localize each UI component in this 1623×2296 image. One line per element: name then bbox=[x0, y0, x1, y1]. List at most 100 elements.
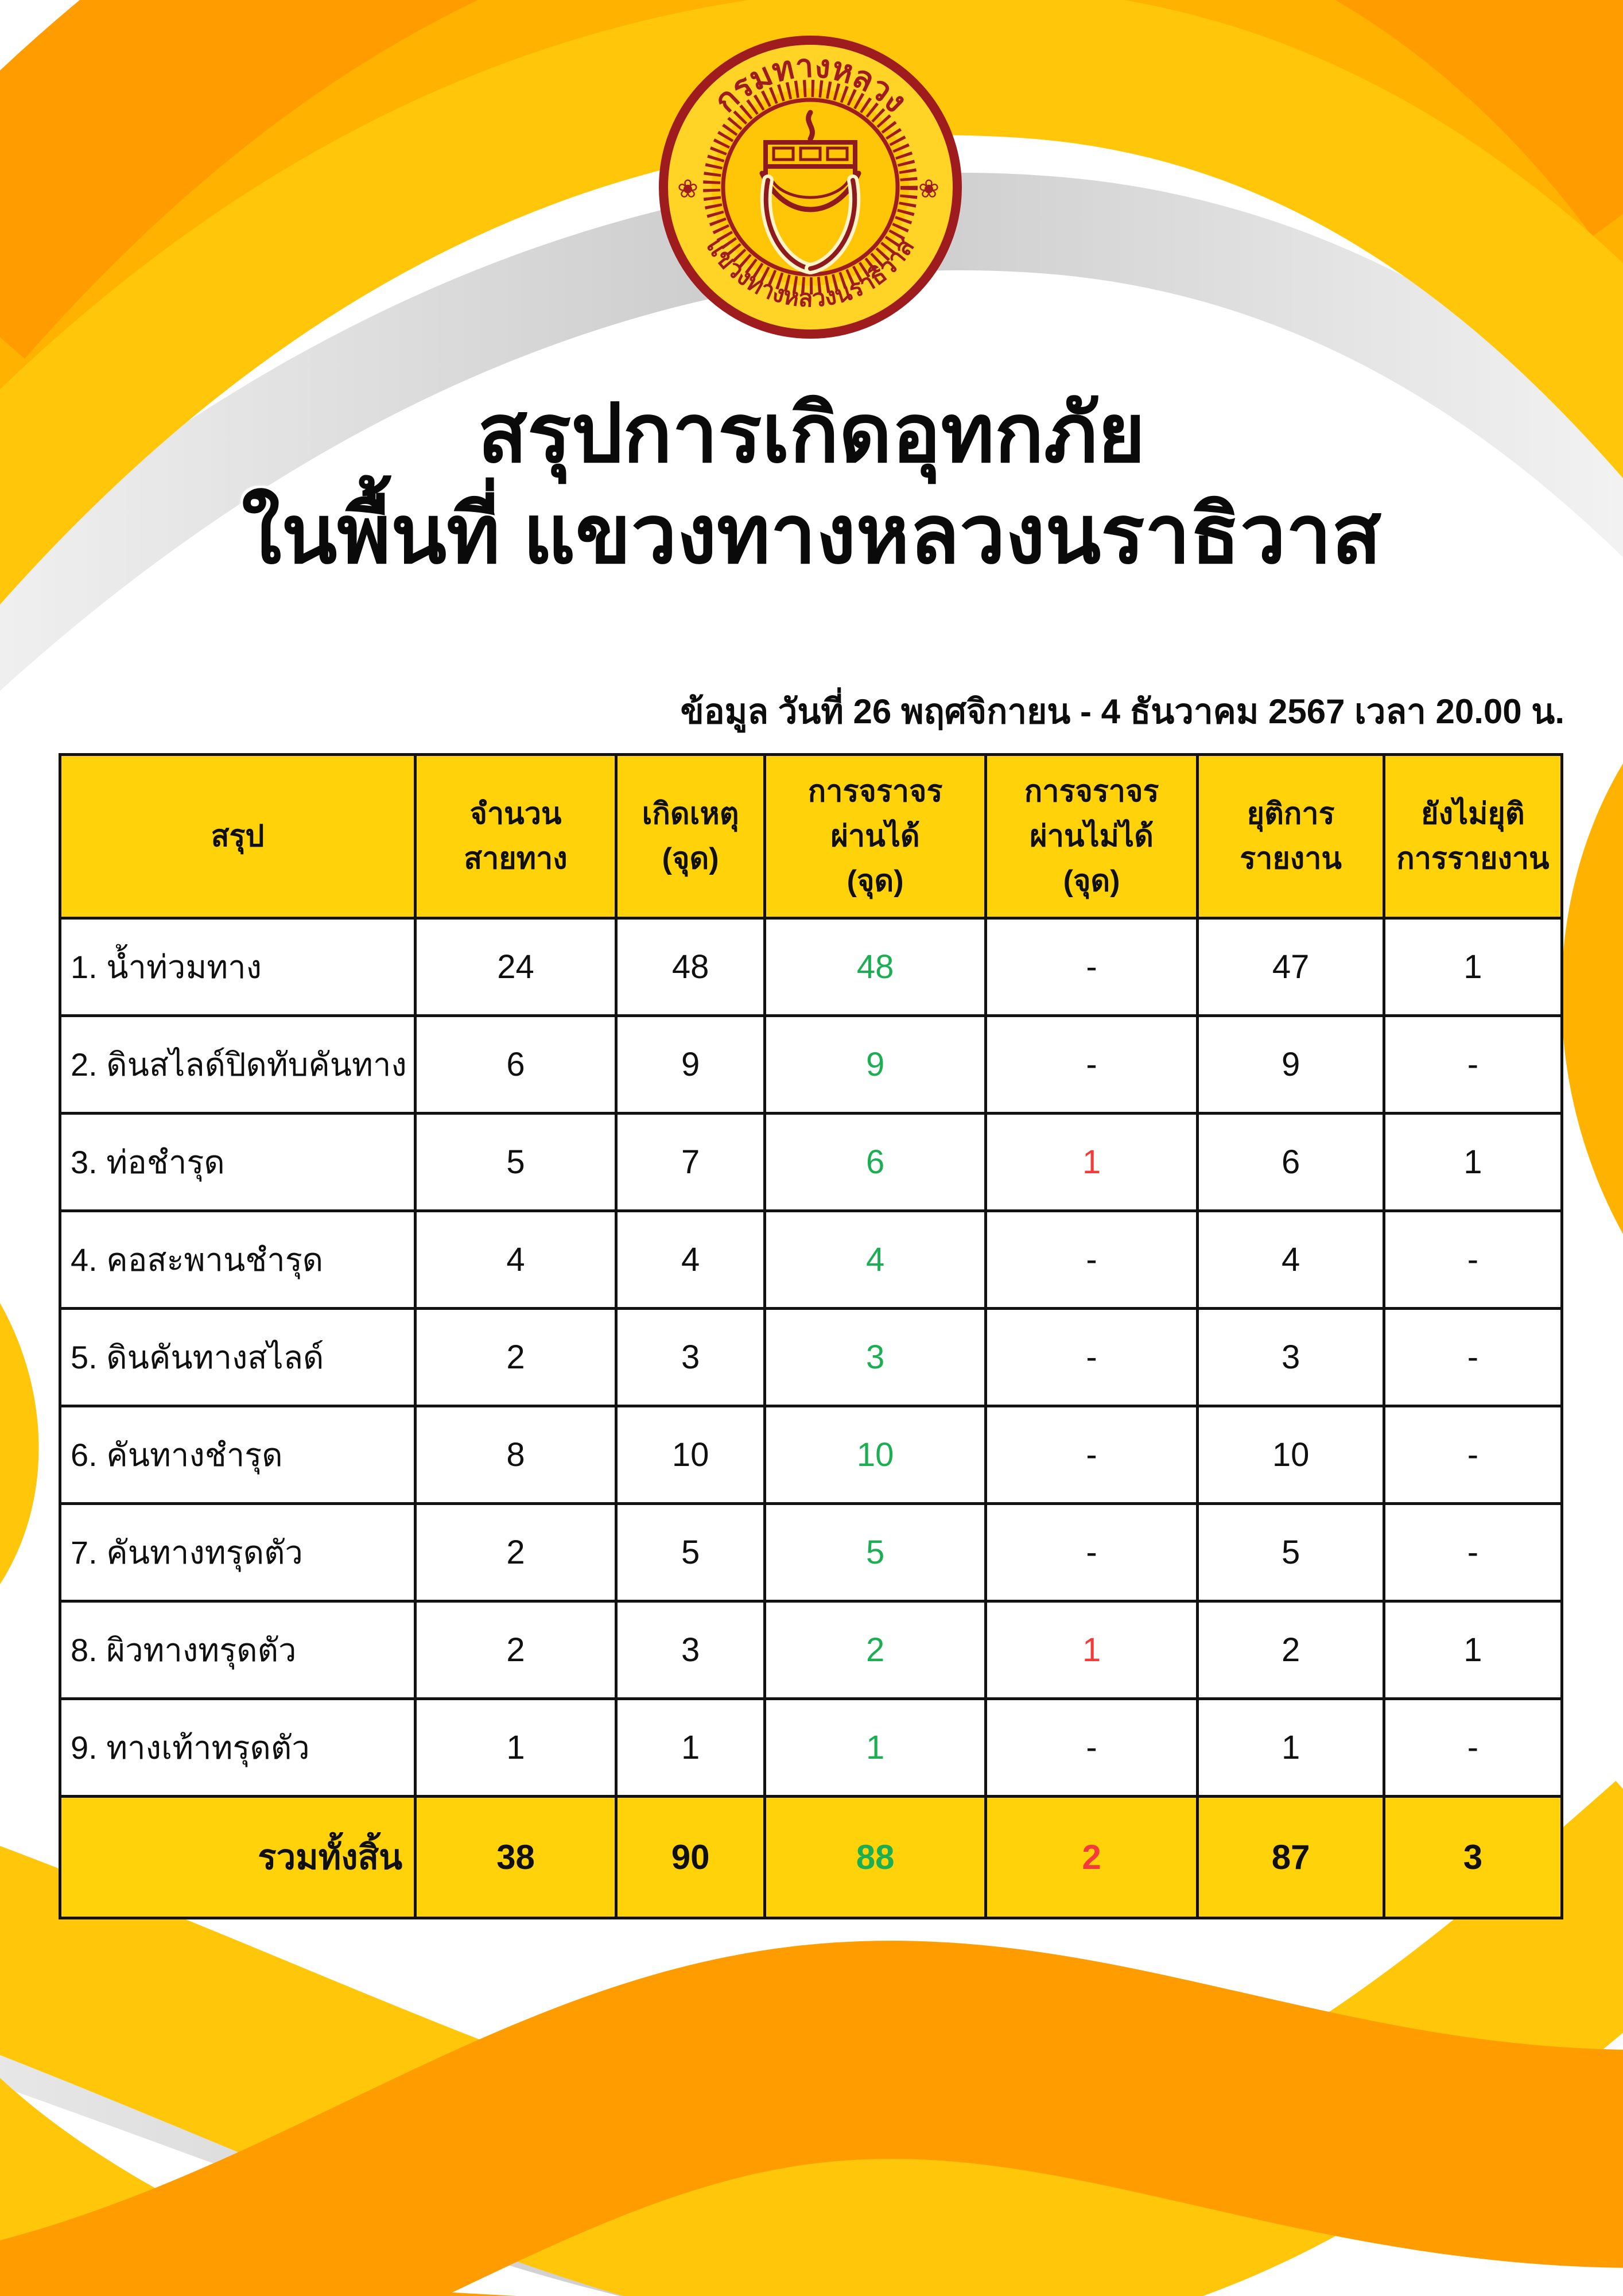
table-cell: 3 bbox=[1196, 1307, 1385, 1407]
column-header-line: (จุด) bbox=[1063, 864, 1120, 898]
table-cell: 5 bbox=[1196, 1502, 1385, 1603]
column-header-line: จำนวน bbox=[469, 797, 562, 831]
row-label: 1. น้ำท่วมทาง bbox=[58, 917, 417, 1017]
table-cell: 24 bbox=[414, 917, 618, 1017]
column-header-line: สรุป bbox=[211, 820, 265, 853]
column-header-3: การจราจร ผ่านได้ (จุด) bbox=[763, 753, 987, 920]
table-body: 1. น้ำท่วมทาง 24 48 48-47 1 2. ดินสไลด์ปิดทับ… bbox=[58, 917, 1564, 1919]
bottom-orange-sliver bbox=[0, 2267, 517, 2296]
table-cell: 6 bbox=[763, 1112, 987, 1212]
column-header-line: ผ่านไม่ได้ bbox=[1030, 820, 1154, 853]
table-cell: - bbox=[1382, 1209, 1564, 1310]
table-row: 1. น้ำท่วมทาง 24 48 48-47 1 bbox=[58, 917, 1564, 1017]
table-cell: 90 bbox=[614, 1795, 767, 1919]
table-row: 6. คันทางชำรุด 8 10 10-10- bbox=[58, 1405, 1564, 1505]
table-cell: 88 bbox=[763, 1795, 987, 1919]
table-cell: 1 bbox=[1382, 1112, 1564, 1212]
table-cell: 1 bbox=[984, 1600, 1199, 1700]
column-header-line: เกิดเหตุ bbox=[642, 797, 739, 831]
column-header-0: สรุป bbox=[58, 753, 417, 920]
column-header-line: การจราจร bbox=[807, 775, 943, 808]
row-label: 7. คันทางทรุดตัว bbox=[58, 1502, 417, 1603]
seal-center-emblem bbox=[759, 110, 861, 274]
table-cell: - bbox=[1382, 1405, 1564, 1505]
table-cell: 1 bbox=[1196, 1697, 1385, 1798]
table-cell: - bbox=[984, 917, 1199, 1017]
page-title-line2: ในพื้นที่ แขวงทางหลวงนราธิวาส bbox=[241, 489, 1382, 581]
row-label: 4. คอสะพานชำรุด bbox=[58, 1209, 417, 1310]
table-row: 8. ผิวทางทรุดตัว 2 3 2 1 2 1 bbox=[58, 1600, 1564, 1700]
table-cell: 48 bbox=[763, 917, 987, 1017]
table-row: 9. ทางเท้าทรุดตัว 1 1 1-1- bbox=[58, 1697, 1564, 1798]
column-header-line: สายทาง bbox=[464, 842, 568, 875]
seal-flower-left: ❀ bbox=[677, 175, 698, 203]
table-cell: 48 bbox=[614, 917, 767, 1017]
row-label: 8. ผิวทางทรุดตัว bbox=[58, 1600, 417, 1700]
table-cell: 2 bbox=[414, 1502, 618, 1603]
table-cell: 10 bbox=[614, 1405, 767, 1505]
table-cell: 2 bbox=[414, 1307, 618, 1407]
top-gray-ribbon bbox=[0, 172, 1623, 691]
table-cell: - bbox=[984, 1502, 1199, 1603]
page-title-line1: สรุปการเกิดอุทกภัย bbox=[477, 388, 1146, 479]
column-header-line: (จุด) bbox=[662, 842, 719, 875]
column-header-1: จำนวนสายทาง bbox=[414, 753, 618, 920]
table-cell: 1 bbox=[763, 1697, 987, 1798]
top-yellow-arch bbox=[0, 0, 1623, 605]
total-row: รวมทั้งสิ้น 38 90 88 2 87 3 bbox=[58, 1795, 1564, 1919]
department-seal: กรมทางหลวง แขวงทางหลวงนราธิวาส ❀ ❀ bbox=[659, 36, 962, 339]
table-cell: 5 bbox=[614, 1502, 767, 1603]
right-edge-wedge bbox=[1561, 763, 1623, 1234]
table-cell: 3 bbox=[1382, 1795, 1564, 1919]
table-header-row: สรุป จำนวน สายทาง เกิดเหตุ (จุด) การจราจร ผ่าน… bbox=[58, 753, 1564, 920]
seal-flower-right: ❀ bbox=[918, 175, 939, 203]
column-header-line: การรายงาน bbox=[1396, 842, 1550, 875]
table-cell: 5 bbox=[414, 1112, 618, 1212]
row-label: 5. ดินคันทางสไลด์ bbox=[58, 1307, 417, 1407]
column-header-2: เกิดเหตุ (จุด) bbox=[614, 753, 767, 920]
table-cell: 2 bbox=[763, 1600, 987, 1700]
table-cell: 4 bbox=[1196, 1209, 1385, 1310]
table-cell: 4 bbox=[414, 1209, 618, 1310]
table-cell: 2 bbox=[984, 1795, 1199, 1919]
table-cell: - bbox=[984, 1209, 1199, 1310]
column-header-line: (จุด) bbox=[847, 864, 904, 898]
table-cell: 3 bbox=[763, 1307, 987, 1407]
column-header-line: การจราจร bbox=[1024, 775, 1159, 808]
table-cell: 3 bbox=[614, 1307, 767, 1407]
table-cell: 1 bbox=[614, 1697, 767, 1798]
page-title: สรุปการเกิดอุทกภัย ในพื้นที่ แขวงทางหลวง… bbox=[0, 383, 1623, 585]
column-header-line: รายงาน bbox=[1240, 842, 1342, 875]
row-label: 3. ท่อชำรุด bbox=[58, 1112, 417, 1212]
table-cell: 2 bbox=[1196, 1600, 1385, 1700]
table-cell: 9 bbox=[614, 1014, 767, 1115]
table-cell: 1 bbox=[984, 1112, 1199, 1212]
column-header-6: ยังไม่ยุติ การรายงาน bbox=[1382, 753, 1564, 920]
table-cell: 47 bbox=[1196, 917, 1385, 1017]
table-cell: 2 bbox=[414, 1600, 618, 1700]
data-date-line: ข้อมูล วันที่ 26 พฤศจิกายน - 4 ธันวาคม 2… bbox=[680, 692, 1564, 731]
table-cell: 7 bbox=[614, 1112, 767, 1212]
table-cell: 5 bbox=[763, 1502, 987, 1603]
column-header-5: ยุติการรายงาน bbox=[1196, 753, 1385, 920]
table-cell: - bbox=[984, 1014, 1199, 1115]
table-cell: 8 bbox=[414, 1405, 618, 1505]
table-cell: 4 bbox=[763, 1209, 987, 1310]
table-cell: 4 bbox=[614, 1209, 767, 1310]
summary-table: สรุป จำนวน สายทาง เกิดเหตุ (จุด) การจราจร ผ่าน… bbox=[58, 753, 1564, 1919]
column-header-line: ยุติการ bbox=[1247, 797, 1335, 831]
table-cell: 10 bbox=[1196, 1405, 1385, 1505]
table-cell: 6 bbox=[1196, 1112, 1385, 1212]
table-cell: 6 bbox=[414, 1014, 618, 1115]
total-row-label: รวมทั้งสิ้น bbox=[58, 1795, 417, 1919]
table-cell: 3 bbox=[614, 1600, 767, 1700]
table-cell: - bbox=[984, 1307, 1199, 1407]
table-cell: 9 bbox=[763, 1014, 987, 1115]
table-cell: - bbox=[1382, 1014, 1564, 1115]
table-cell: 87 bbox=[1196, 1795, 1385, 1919]
table-cell: - bbox=[984, 1697, 1199, 1798]
table-cell: 9 bbox=[1196, 1014, 1385, 1115]
left-edge-wedge bbox=[0, 1303, 39, 1584]
